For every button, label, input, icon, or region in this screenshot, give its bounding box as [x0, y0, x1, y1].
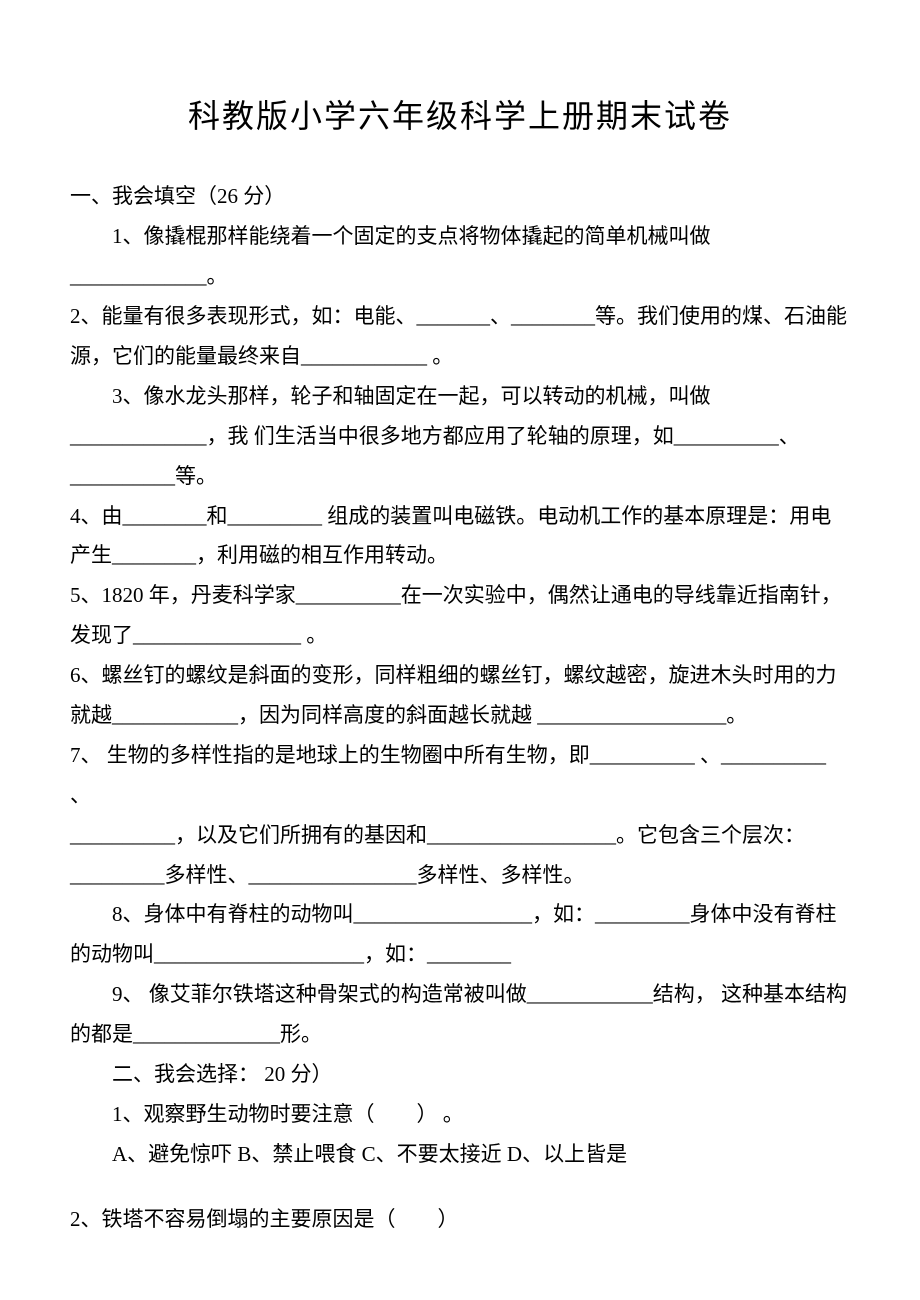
question-2: 2、能量有很多表现形式，如：电能、_______、________等。我们使用的… — [70, 297, 850, 377]
question-3: 3、像水龙头那样，轮子和轴固定在一起，可以转动的机械，叫做___________… — [70, 377, 850, 497]
section1-heading: 一、我会填空（26 分） — [70, 177, 850, 217]
exam-page: 科教版小学六年级科学上册期末试卷 一、我会填空（26 分） 1、像撬棍那样能绕着… — [0, 0, 920, 1300]
question-9: 9、 像艾菲尔铁塔这种骨架式的构造常被叫做____________结构， 这种基… — [70, 975, 850, 1055]
section2-question-1-options: A、避免惊吓 B、禁止喂食 C、不要太接近 D、以上皆是 — [70, 1135, 850, 1175]
section2-question-2: 2、铁塔不容易倒塌的主要原因是（ ） — [70, 1200, 850, 1240]
question-4: 4、由________和_________ 组成的装置叫电磁铁。电动机工作的基本… — [70, 497, 850, 577]
section2-question-1: 1、观察野生动物时要注意（ ） 。 — [70, 1095, 850, 1135]
question-7-line2: __________，以及它们所拥有的基因和__________________… — [70, 816, 850, 896]
question-5: 5、1820 年，丹麦科学家__________在一次实验中，偶然让通电的导线靠… — [70, 576, 850, 656]
page-title: 科教版小学六年级科学上册期末试卷 — [70, 91, 850, 137]
question-6: 6、螺丝钉的螺纹是斜面的变形，同样粗细的螺丝钉，螺纹越密，旋进木头时用的力就越_… — [70, 656, 850, 736]
question-8: 8、身体中有脊柱的动物叫_________________，如：________… — [70, 895, 850, 975]
question-7-line1: 7、 生物的多样性指的是地球上的生物圈中所有生物，即__________ 、__… — [70, 736, 850, 816]
question-1: 1、像撬棍那样能绕着一个固定的支点将物体撬起的简单机械叫做___________… — [70, 217, 850, 297]
section2-heading: 二、我会选择： 20 分） — [70, 1055, 850, 1095]
